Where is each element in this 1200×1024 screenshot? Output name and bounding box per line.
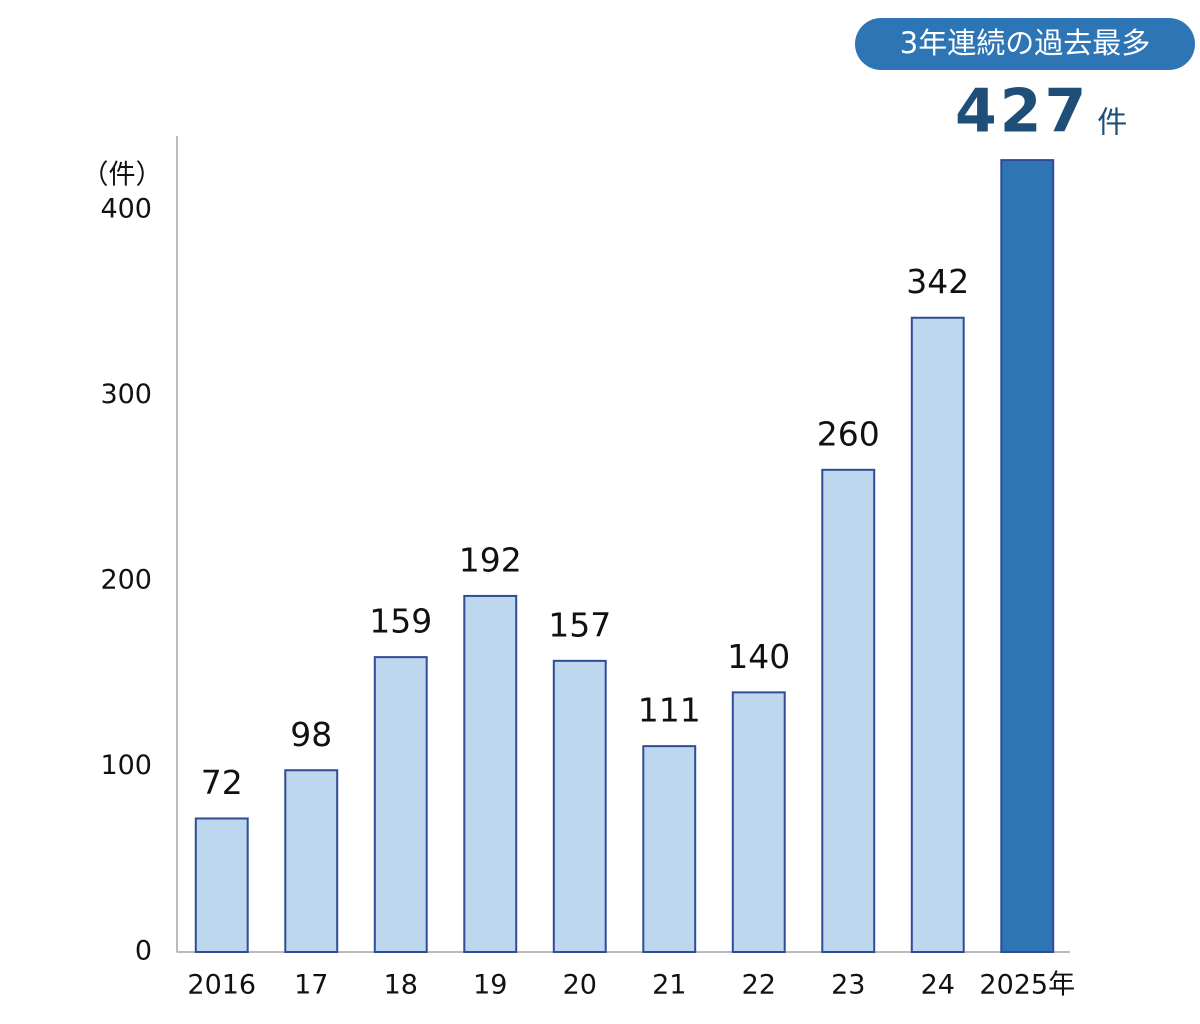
bar (1000, 159, 1055, 954)
value-label: 98 (290, 715, 332, 754)
y-tick-label: 100 (100, 750, 152, 781)
y-tick-label: 400 (100, 194, 152, 225)
bar (910, 316, 965, 953)
annotation-pill (855, 18, 1195, 70)
x-tick-label: 18 (384, 970, 418, 1001)
x-tick-label: 17 (294, 970, 328, 1001)
value-label: 111 (638, 691, 701, 730)
bar (552, 659, 607, 953)
bar (731, 691, 786, 953)
value-label: 159 (369, 602, 432, 641)
x-tick-label: 20 (563, 970, 597, 1001)
value-label-highlight: 427 (955, 77, 1089, 147)
value-label: 192 (459, 540, 522, 579)
bar (373, 656, 428, 953)
annotation: 3年連続の過去最多 (900, 26, 1150, 60)
value-label: 72 (201, 763, 243, 802)
value-label: 157 (548, 605, 611, 644)
bar (284, 769, 339, 953)
bar (642, 745, 697, 953)
value-label: 342 (906, 262, 969, 301)
x-tick-label: 2016 (187, 970, 256, 1001)
value-unit: 件 (1097, 106, 1127, 141)
x-tick-label: 22 (742, 970, 776, 1001)
y-tick-label: 300 (100, 379, 152, 410)
x-tick-label: 21 (652, 970, 686, 1001)
value-label: 140 (727, 637, 790, 676)
y-tick-label: 0 (135, 936, 152, 967)
y-axis-label: （件） (82, 160, 163, 191)
x-tick-label: 23 (831, 970, 865, 1001)
bar (821, 468, 876, 953)
bar (463, 594, 518, 953)
bar (194, 817, 249, 953)
y-tick-label: 200 (100, 565, 152, 596)
x-tick-label: 2025年 (979, 970, 1075, 1001)
value-label: 260 (817, 414, 880, 453)
x-tick-label: 24 (921, 970, 955, 1001)
x-tick-label: 19 (473, 970, 507, 1001)
